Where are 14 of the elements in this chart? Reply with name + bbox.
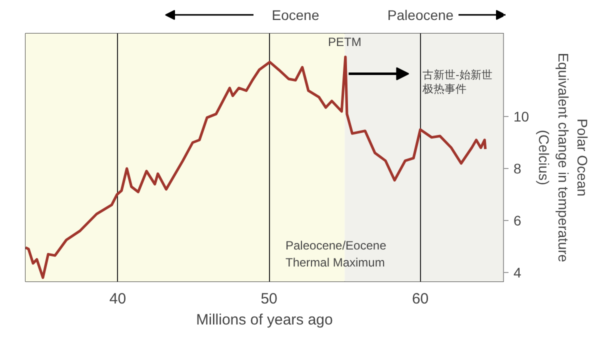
annotation: 古新世-始新世极热事件 [422,68,492,96]
x-axis-title: Millions of years ago [196,312,333,328]
annotation: PETM [328,34,362,49]
annotation: Paleocene/Eocene Thermal Maximum [286,238,387,270]
x-tick-label: 60 [412,290,429,308]
x-tick-label: 50 [260,290,278,308]
y-tick-label: 10 [514,108,530,125]
x-tick-label: 40 [109,290,126,308]
text: Paleocene [387,6,454,23]
text: Eocene [272,6,320,23]
y-tick-label: 6 [514,212,522,228]
y-tick-label: 4 [514,264,522,280]
y-axis-title: Polar Ocean Equivalent change in temperature (Celcius) [536,52,590,262]
y-tick-label: 8 [514,160,522,177]
